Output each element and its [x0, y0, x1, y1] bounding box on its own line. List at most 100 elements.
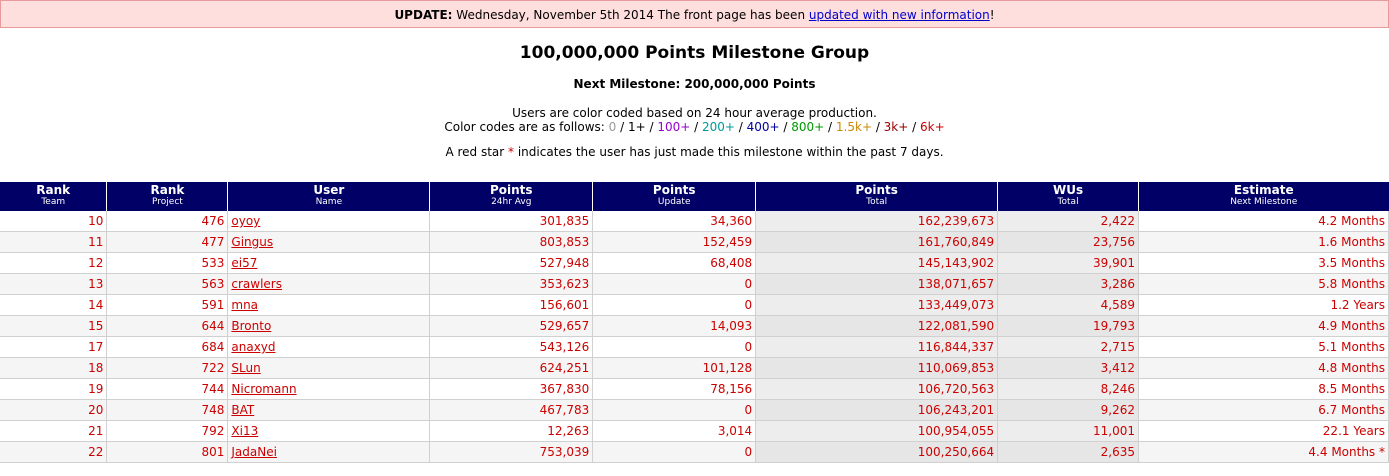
page-title: 100,000,000 Points Milestone Group — [519, 43, 870, 63]
total-points-cell: 133,449,073 — [755, 294, 999, 316]
user-link[interactable]: JadaNei — [231, 445, 277, 459]
user-link[interactable]: oyoy — [231, 214, 261, 228]
project-rank-cell: 792 — [106, 420, 229, 442]
user-link[interactable]: Gingus — [231, 235, 274, 249]
user-link[interactable]: SLun — [231, 361, 261, 375]
user-name-cell: Gingus — [227, 231, 431, 253]
column-header-7[interactable]: Estimate Next Milestone — [1138, 182, 1389, 211]
update-text: Wednesday, November 5th 2014 The front p… — [452, 8, 809, 22]
user-name-cell: mna — [227, 294, 431, 316]
table-row: 15 644 Bronto 529,657 14,093 122,081,590 19,79… — [0, 315, 1389, 337]
project-rank-cell: 748 — [106, 399, 229, 421]
color-code-0: 0 — [608, 120, 617, 134]
color-code-5: 800+ — [791, 120, 825, 134]
red-star-icon: * — [508, 145, 515, 159]
color-code-description: Users are color coded based on 24 hour a… — [512, 106, 877, 120]
column-title: Points — [652, 183, 696, 197]
team-rank-cell: 22 — [0, 441, 108, 463]
estimate-cell: 1.2 Years — [1138, 294, 1389, 316]
user-link[interactable]: crawlers — [231, 277, 282, 291]
user-link[interactable]: Bronto — [231, 319, 272, 333]
estimate-cell: 6.7 Months — [1138, 399, 1389, 421]
column-title: Rank — [36, 183, 71, 197]
wus-total-cell: 3,412 — [997, 357, 1140, 379]
star-note: A red star * indicates the user has just… — [0, 145, 1389, 159]
table-row: 14 591 mna 156,601 0 133,449,073 4,589 1.2 Year… — [0, 294, 1389, 316]
wus-total-cell: 4,589 — [997, 294, 1140, 316]
color-code-legend: Color codes are as follows: 0 / 1+ / 100… — [0, 120, 1389, 134]
color-code-list: 0 / 1+ / 100+ / 200+ / 400+ / 800+ / 1.5… — [608, 120, 945, 134]
wus-total-cell: 3,286 — [997, 273, 1140, 295]
user-link[interactable]: BAT — [231, 403, 255, 417]
user-name-cell: SLun — [227, 357, 431, 379]
column-header-5[interactable]: Points Total — [755, 182, 998, 211]
star-note-after: indicates the user has just made this mi… — [514, 145, 944, 159]
estimate-cell: 3.5 Months — [1138, 252, 1389, 274]
color-code-8: 6k+ — [919, 120, 945, 134]
project-rank-cell: 591 — [106, 294, 229, 316]
total-points-cell: 110,069,853 — [755, 357, 999, 379]
user-name-cell: ei57 — [227, 252, 431, 274]
avg-points-cell: 543,126 — [429, 336, 594, 358]
user-name-cell: oyoy — [227, 211, 431, 232]
user-name-cell: Bronto — [227, 315, 431, 337]
column-header-4[interactable]: Points Update — [592, 182, 756, 211]
avg-points-cell: 753,039 — [429, 441, 594, 463]
user-name-cell: anaxyd — [227, 336, 431, 358]
team-rank-cell: 18 — [0, 357, 108, 379]
column-header-3[interactable]: Points 24hr Avg — [429, 182, 593, 211]
update-points-cell: 78,156 — [592, 378, 757, 400]
project-rank-cell: 476 — [106, 211, 229, 232]
wus-total-cell: 9,262 — [997, 399, 1140, 421]
column-header-6[interactable]: WUs Total — [997, 182, 1139, 211]
column-header-1[interactable]: Rank Project — [106, 182, 228, 211]
wus-total-cell: 11,001 — [997, 420, 1140, 442]
project-rank-cell: 533 — [106, 252, 229, 274]
column-title: Points — [855, 183, 898, 197]
user-link[interactable]: mna — [231, 298, 259, 312]
team-rank-cell: 11 — [0, 231, 108, 253]
column-header-2[interactable]: User Name — [227, 182, 430, 211]
column-subtitle: 24hr Avg — [491, 197, 532, 207]
wus-total-cell: 8,246 — [997, 378, 1140, 400]
team-rank-cell: 20 — [0, 399, 108, 421]
update-link[interactable]: updated with new information — [808, 8, 990, 22]
estimate-cell: 4.9 Months — [1138, 315, 1389, 337]
wus-total-cell: 23,756 — [997, 231, 1140, 253]
update-banner: UPDATE: Wednesday, November 5th 2014 The… — [0, 0, 1389, 28]
column-subtitle: Next Milestone — [1230, 197, 1298, 207]
color-code-info: Users are color coded based on 24 hour a… — [0, 106, 1389, 134]
project-rank-cell: 563 — [106, 273, 229, 295]
next-milestone: Next Milestone: 200,000,000 Points — [573, 77, 816, 91]
column-title: Estimate — [1233, 183, 1294, 197]
user-name-cell: Xi13 — [227, 420, 431, 442]
user-name-cell: JadaNei — [227, 441, 431, 463]
avg-points-cell: 527,948 — [429, 252, 594, 274]
update-points-cell: 0 — [592, 336, 757, 358]
estimate-cell: 4.4 Months * — [1138, 441, 1389, 463]
wus-total-cell: 39,901 — [997, 252, 1140, 274]
wus-total-cell: 2,422 — [997, 211, 1140, 232]
estimate-cell: 4.8 Months — [1138, 357, 1389, 379]
column-title: Points — [489, 183, 533, 197]
project-rank-cell: 644 — [106, 315, 229, 337]
avg-points-cell: 301,835 — [429, 211, 594, 232]
wus-total-cell: 19,793 — [997, 315, 1140, 337]
avg-points-cell: 353,623 — [429, 273, 594, 295]
total-points-cell: 161,760,849 — [755, 231, 999, 253]
update-points-cell: 34,360 — [592, 211, 757, 232]
avg-points-cell: 367,830 — [429, 378, 594, 400]
total-points-cell: 138,071,657 — [755, 273, 999, 295]
avg-points-cell: 156,601 — [429, 294, 594, 316]
user-link[interactable]: Nicromann — [231, 382, 297, 396]
table-row: 22 801 JadaNei 753,039 0 100,250,664 2,635 4.4 … — [0, 441, 1389, 463]
column-title: User — [313, 183, 345, 197]
column-header-0[interactable]: Rank Team — [0, 182, 107, 211]
user-link[interactable]: anaxyd — [231, 340, 276, 354]
update-points-cell: 3,014 — [592, 420, 757, 442]
estimate-cell: 8.5 Months — [1138, 378, 1389, 400]
project-rank-cell: 801 — [106, 441, 229, 463]
estimate-cell: 5.1 Months — [1138, 336, 1389, 358]
user-link[interactable]: Xi13 — [231, 424, 259, 438]
user-link[interactable]: ei57 — [231, 256, 258, 270]
